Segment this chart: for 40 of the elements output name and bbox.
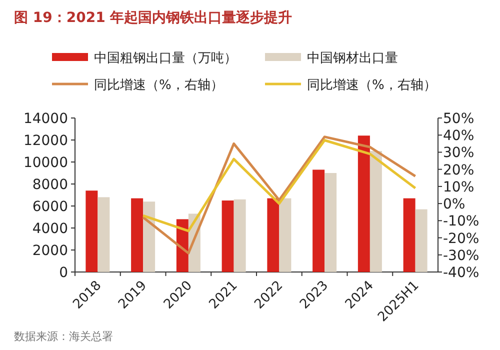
line-series xyxy=(142,136,417,254)
y-tick-label: 2000 xyxy=(32,243,68,259)
y2-tick-label: -20% xyxy=(443,230,480,247)
bar xyxy=(143,202,156,272)
y2-tick-label: -10% xyxy=(443,214,480,230)
bar xyxy=(131,198,144,272)
bar xyxy=(403,198,416,272)
bar xyxy=(358,136,370,272)
y-tick-label: 12000 xyxy=(23,133,68,149)
bar xyxy=(324,173,337,272)
legend-label: 中国粗钢出口量（万吨） xyxy=(94,51,237,66)
legend-label: 中国钢材出口量 xyxy=(307,51,398,66)
y2-tick-label: 10% xyxy=(443,179,474,196)
bar xyxy=(98,197,110,272)
y-tick-label: 8000 xyxy=(32,177,68,193)
y2-tick-label: 40% xyxy=(443,128,474,144)
y-tick-label: 14000 xyxy=(23,111,68,127)
bar xyxy=(222,200,234,272)
bar xyxy=(267,198,280,272)
y-tick-label: 4000 xyxy=(32,221,68,237)
line-series xyxy=(142,138,417,232)
bar xyxy=(234,199,246,272)
bar xyxy=(370,151,382,272)
y-tick-label: 0 xyxy=(59,265,68,281)
y2-tick-label: 20% xyxy=(443,162,474,178)
legend-label: 同比增速（%，右轴） xyxy=(307,78,436,93)
legend-label: 同比增速（%，右轴） xyxy=(94,78,224,93)
y-tick-label: 10000 xyxy=(23,155,68,171)
bar xyxy=(279,198,292,272)
source-note: 数据来源：海关总署 xyxy=(14,330,113,343)
y2-tick-label: -30% xyxy=(443,248,480,264)
y2-tick-label: -40% xyxy=(443,265,480,281)
bar xyxy=(415,209,428,272)
chart-title: 图 19：2021 年起国内钢铁出口量逐步提升 xyxy=(14,9,292,26)
y2-tick-label: 50% xyxy=(443,111,474,127)
y-tick-label: 6000 xyxy=(32,199,68,215)
bar xyxy=(86,190,98,272)
y2-tick-label: 30% xyxy=(443,145,474,162)
y2-tick-label: 0% xyxy=(443,196,466,213)
bar xyxy=(312,170,325,272)
